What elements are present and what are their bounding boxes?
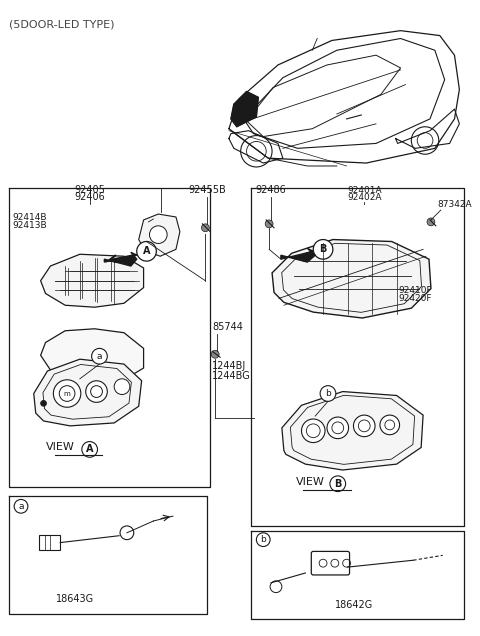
Text: 87342A: 87342A xyxy=(438,200,472,209)
Circle shape xyxy=(320,385,336,401)
Polygon shape xyxy=(41,254,144,307)
Text: VIEW: VIEW xyxy=(296,477,325,487)
Circle shape xyxy=(202,224,209,232)
Circle shape xyxy=(137,242,156,261)
Text: 92486: 92486 xyxy=(256,186,287,195)
Text: 92406: 92406 xyxy=(74,192,105,202)
Circle shape xyxy=(265,220,273,228)
Polygon shape xyxy=(104,252,137,266)
Text: 92405: 92405 xyxy=(74,186,105,195)
Circle shape xyxy=(14,499,28,513)
Polygon shape xyxy=(231,92,258,127)
Text: A: A xyxy=(86,445,94,454)
Polygon shape xyxy=(34,359,142,426)
Polygon shape xyxy=(282,392,423,470)
Polygon shape xyxy=(139,214,180,256)
Text: 18643G: 18643G xyxy=(56,595,94,604)
Text: 92414B: 92414B xyxy=(12,213,47,222)
Text: 18642G: 18642G xyxy=(336,600,373,611)
Text: 92402A: 92402A xyxy=(347,193,382,202)
Text: 85744: 85744 xyxy=(212,322,243,332)
Circle shape xyxy=(327,417,348,439)
Text: a: a xyxy=(96,352,102,361)
Text: b: b xyxy=(325,389,331,398)
Circle shape xyxy=(149,226,167,244)
Polygon shape xyxy=(272,240,431,318)
Text: 92413B: 92413B xyxy=(12,221,47,230)
Circle shape xyxy=(86,381,108,403)
Circle shape xyxy=(53,380,81,407)
FancyBboxPatch shape xyxy=(312,551,349,575)
Text: (5DOOR-LED TYPE): (5DOOR-LED TYPE) xyxy=(9,20,115,30)
Text: 92455B: 92455B xyxy=(189,186,226,195)
Text: m: m xyxy=(64,391,71,396)
FancyBboxPatch shape xyxy=(39,535,60,550)
Circle shape xyxy=(313,240,333,259)
Polygon shape xyxy=(281,249,315,262)
Circle shape xyxy=(41,401,47,406)
Circle shape xyxy=(211,350,219,358)
Circle shape xyxy=(353,415,375,437)
Text: 1244BG: 1244BG xyxy=(212,371,251,381)
Text: 92410F: 92410F xyxy=(398,286,432,296)
Text: a: a xyxy=(18,502,24,511)
Circle shape xyxy=(301,419,325,443)
Text: B: B xyxy=(334,479,341,488)
Circle shape xyxy=(82,441,97,457)
Circle shape xyxy=(270,581,282,593)
Circle shape xyxy=(114,379,130,394)
Circle shape xyxy=(427,218,435,226)
Text: VIEW: VIEW xyxy=(46,443,75,452)
Circle shape xyxy=(256,533,270,546)
Circle shape xyxy=(380,415,399,435)
Text: b: b xyxy=(260,535,266,544)
Text: 92420F: 92420F xyxy=(398,294,432,303)
Text: 1244BJ: 1244BJ xyxy=(212,361,247,371)
Text: A: A xyxy=(143,246,150,256)
Circle shape xyxy=(92,349,108,364)
Circle shape xyxy=(120,526,134,539)
Circle shape xyxy=(330,476,346,492)
Polygon shape xyxy=(41,329,144,382)
Text: 92401A: 92401A xyxy=(347,186,382,195)
Text: B: B xyxy=(319,244,327,254)
